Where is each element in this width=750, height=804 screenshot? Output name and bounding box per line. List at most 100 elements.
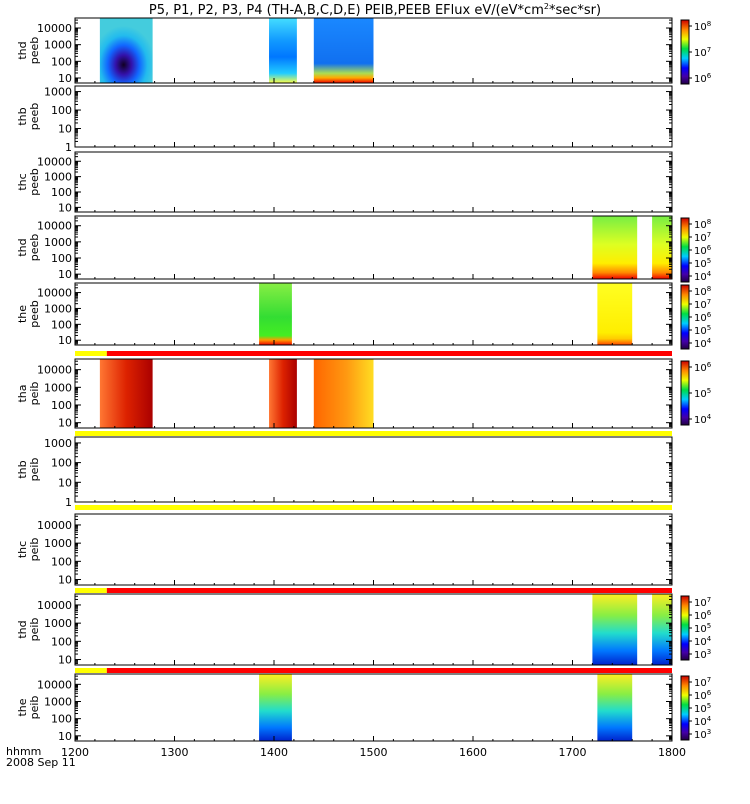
colorbar-exponent: 6 bbox=[707, 609, 712, 617]
panel-probe-label: the bbox=[16, 698, 29, 716]
colorbar-tick-label: 104 bbox=[694, 270, 712, 283]
spectrogram-block bbox=[99, 18, 153, 83]
colorbar-tick-label: 107 bbox=[694, 231, 711, 244]
y-tick-label: 10 bbox=[58, 268, 72, 281]
y-tick-label: 10000 bbox=[37, 22, 72, 35]
colorbar bbox=[680, 284, 690, 350]
y-tick-label: 100 bbox=[51, 104, 72, 117]
y-tick-label: 10 bbox=[58, 654, 72, 667]
y-tick-label: 1000 bbox=[44, 537, 72, 550]
panel-frame bbox=[74, 282, 673, 346]
status-bar-segment bbox=[75, 668, 107, 673]
panel-probe-label: thc bbox=[16, 173, 29, 190]
colorbar-exponent: 8 bbox=[707, 20, 711, 28]
colorbar-tick-label: 106 bbox=[694, 361, 712, 374]
panel-product-label: peeb bbox=[28, 234, 41, 262]
panel-frame bbox=[74, 215, 673, 280]
colorbar-exponent: 7 bbox=[707, 46, 711, 54]
panel-product-label: peib bbox=[28, 696, 41, 720]
colorbar-tick-label: 106 bbox=[694, 244, 712, 257]
colorbar bbox=[680, 595, 690, 661]
colorbar-tick-label: 104 bbox=[694, 635, 712, 648]
x-tick-label: 1500 bbox=[360, 746, 388, 759]
spectrogram-block bbox=[652, 216, 672, 279]
status-bar-segment bbox=[75, 505, 672, 510]
colorbar-tick-label: 106 bbox=[694, 72, 712, 85]
colorbar-tick-label: 104 bbox=[694, 715, 712, 728]
y-tick-label: 10000 bbox=[37, 287, 72, 300]
status-bar-segment bbox=[106, 668, 673, 673]
y-tick-label: 10000 bbox=[37, 599, 72, 612]
status-bar-segment bbox=[75, 351, 107, 356]
colorbar-exponent: 5 bbox=[707, 387, 711, 395]
panel-product-label: peeb bbox=[28, 300, 41, 328]
colorbar-exponent: 6 bbox=[707, 361, 712, 369]
y-tick-label: 1000 bbox=[44, 171, 72, 184]
colorbar-exponent: 7 bbox=[707, 298, 711, 306]
spectrogram-block bbox=[592, 216, 638, 279]
colorbar-exponent: 6 bbox=[707, 244, 712, 252]
panel-frame bbox=[74, 673, 673, 742]
colorbar-exponent: 5 bbox=[707, 622, 711, 630]
colorbar-tick-label: 107 bbox=[694, 298, 711, 311]
colorbar-exponent: 5 bbox=[707, 257, 711, 265]
panel-product-label: peeb bbox=[28, 103, 41, 131]
colorbar-exponent: 4 bbox=[707, 635, 712, 643]
colorbar-tick-label: 106 bbox=[694, 689, 712, 702]
title-superscript: 2 bbox=[544, 2, 549, 11]
colorbar-exponent: 4 bbox=[707, 715, 712, 723]
panel-probe-label: thb bbox=[16, 460, 29, 478]
footer-time-label: hhmm bbox=[6, 745, 41, 758]
colorbar bbox=[680, 360, 690, 426]
colorbar bbox=[680, 675, 690, 741]
spectrogram-block bbox=[313, 359, 374, 428]
status-bar-segment bbox=[75, 431, 672, 436]
colorbar-tick-label: 107 bbox=[694, 676, 711, 689]
y-tick-label: 10 bbox=[58, 574, 72, 587]
y-tick-label: 100 bbox=[51, 635, 72, 648]
y-tick-label: 100 bbox=[51, 318, 72, 331]
spectrogram-block bbox=[259, 283, 292, 345]
panel-product-label: peeb bbox=[28, 37, 41, 65]
x-tick-label: 1600 bbox=[459, 746, 487, 759]
colorbar-exponent: 4 bbox=[707, 413, 712, 421]
panel-probe-label: thb bbox=[16, 107, 29, 125]
colorbar-exponent: 4 bbox=[707, 270, 712, 278]
y-tick-label: 1000 bbox=[44, 696, 72, 709]
colorbar-tick-label: 106 bbox=[694, 609, 712, 622]
spectrogram-block bbox=[652, 594, 672, 665]
y-tick-label: 100 bbox=[51, 252, 72, 265]
spectrogram-block bbox=[269, 18, 297, 83]
colorbar-exponent: 3 bbox=[707, 728, 711, 736]
y-tick-label: 1000 bbox=[44, 86, 72, 99]
colorbar-tick-label: 105 bbox=[694, 387, 711, 400]
y-tick-label: 10 bbox=[58, 417, 72, 430]
y-tick-label: 1000 bbox=[44, 617, 72, 630]
colorbar-exponent: 8 bbox=[707, 285, 711, 293]
y-tick-label: 100 bbox=[51, 186, 72, 199]
colorbar-exponent: 3 bbox=[707, 648, 711, 656]
y-tick-label: 100 bbox=[51, 399, 72, 412]
y-tick-label: 10 bbox=[58, 476, 72, 489]
colorbar-tick-label: 103 bbox=[694, 728, 711, 741]
colorbar-tick-label: 107 bbox=[694, 596, 711, 609]
y-tick-label: 100 bbox=[51, 713, 72, 726]
colorbar bbox=[680, 217, 690, 283]
colorbar-tick-label: 108 bbox=[694, 20, 711, 33]
y-tick-label: 10000 bbox=[37, 364, 72, 377]
y-tick-label: 1000 bbox=[44, 236, 72, 249]
panel-probe-label: thc bbox=[16, 541, 29, 558]
colorbar-exponent: 7 bbox=[707, 596, 711, 604]
y-tick-label: 10 bbox=[58, 334, 72, 347]
panel-frame bbox=[74, 513, 673, 586]
title-end: *sec*sr) bbox=[549, 3, 601, 18]
x-tick-label: 1800 bbox=[658, 746, 686, 759]
panel-probe-label: thd bbox=[16, 41, 29, 59]
status-bar-segment bbox=[106, 351, 673, 356]
panel-product-label: peib bbox=[28, 458, 41, 482]
colorbar-tick-label: 104 bbox=[694, 337, 712, 350]
colorbar bbox=[680, 19, 690, 85]
spectrogram-block bbox=[597, 283, 633, 345]
y-tick-label: 10 bbox=[58, 123, 72, 136]
